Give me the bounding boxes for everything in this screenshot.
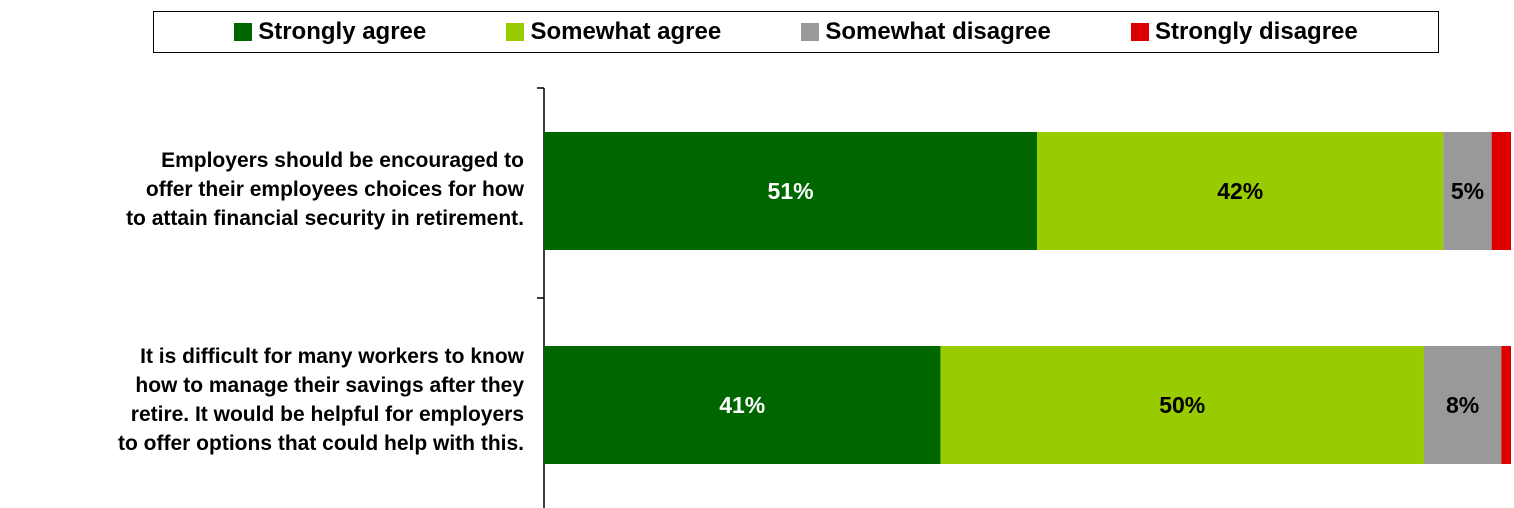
legend: Strongly agree Somewhat agree Somewhat d…	[153, 11, 1439, 53]
legend-item-strongly-agree: Strongly agree	[234, 18, 426, 46]
bar-segment-somewhat-disagree	[1423, 346, 1502, 464]
category-label-2: It is difficult for many workers to know…	[0, 342, 524, 458]
legend-item-somewhat-disagree: Somewhat disagree	[801, 18, 1051, 46]
bar-segment-somewhat-agree	[940, 346, 1424, 464]
bar-segment-somewhat-disagree	[1443, 132, 1492, 250]
data-label: 51%	[768, 178, 814, 204]
legend-swatch-strongly-disagree	[1131, 23, 1150, 41]
legend-item-somewhat-agree: Somewhat agree	[506, 18, 721, 46]
category-label-1-line: Employers should be encouraged to	[161, 149, 524, 172]
legend-label-strongly-disagree: Strongly disagree	[1155, 18, 1358, 45]
legend-label-somewhat-disagree: Somewhat disagree	[825, 18, 1051, 45]
category-label-1: Employers should be encouraged to offer t…	[0, 146, 524, 233]
bar-segment-strongly-disagree	[1501, 346, 1511, 464]
data-label: 5%	[1451, 178, 1484, 204]
legend-swatch-strongly-agree	[234, 23, 253, 41]
bar-segment-strongly-agree	[544, 132, 1038, 250]
legend-swatch-somewhat-disagree	[801, 23, 820, 41]
legend-label-somewhat-agree: Somewhat agree	[530, 18, 722, 45]
category-label-2-line: retire. It would be helpful for employer…	[130, 403, 524, 426]
legend-item-strongly-disagree: Strongly disagree	[1131, 18, 1358, 46]
category-label-1-line: offer their employees choices for how	[145, 178, 524, 201]
data-label: 8%	[1446, 392, 1479, 418]
category-label-2-line: It is difficult for many workers to know	[140, 345, 524, 368]
data-label: 42%	[1217, 178, 1263, 204]
bar-segment-somewhat-agree	[1037, 132, 1444, 250]
bar-segment-strongly-disagree	[1491, 132, 1511, 250]
category-label-1-line: to attain financial security in retireme…	[126, 207, 524, 230]
data-label: 41%	[719, 392, 765, 418]
data-label: 50%	[1159, 392, 1205, 418]
category-label-2-line: to offer options that could help with th…	[118, 432, 524, 455]
bar-segment-strongly-agree	[544, 346, 941, 464]
category-label-2-line: how to manage their savings after they	[135, 374, 524, 397]
legend-label-strongly-agree: Strongly agree	[258, 18, 427, 45]
legend-swatch-somewhat-agree	[506, 23, 525, 41]
